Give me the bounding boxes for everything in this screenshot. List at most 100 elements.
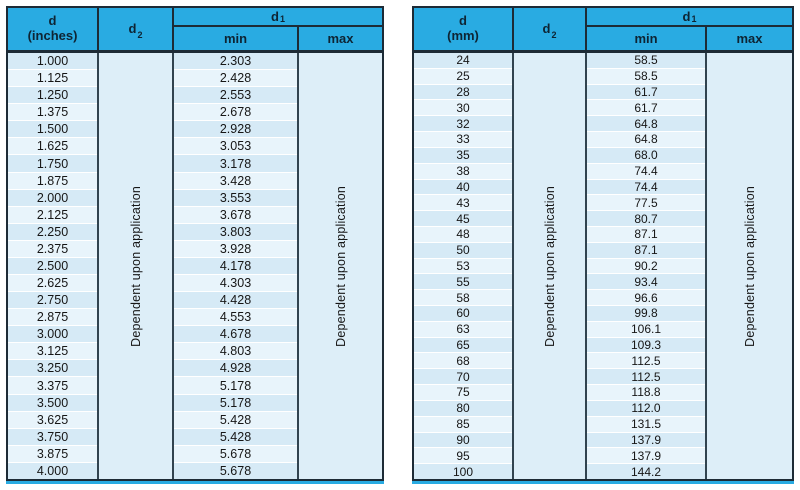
table-cell-d: 3.250 — [8, 360, 97, 378]
table-cell-min: 74.4 — [587, 179, 705, 196]
column-d2-merged-cell: Dependent upon application — [99, 53, 174, 479]
table-cell-min: 5.178 — [174, 394, 297, 412]
table-cell-d: 58 — [414, 290, 512, 306]
table-cell-d: 95 — [414, 448, 512, 465]
table-cell-min: 77.5 — [587, 195, 705, 212]
table-cell-d: 90 — [414, 432, 512, 449]
table-cell-min: 99.8 — [587, 306, 705, 322]
table-cell-d: 3.500 — [8, 394, 97, 412]
table-cell-d: 1.375 — [8, 104, 97, 122]
table-cell-min: 2.928 — [174, 121, 297, 139]
table-cell-min: 2.428 — [174, 70, 297, 88]
table-cell-min: 90.2 — [587, 258, 705, 275]
table-cell-min: 87.1 — [587, 242, 705, 259]
table-cell-d: 100 — [414, 464, 512, 479]
table-cell-d: 1.875 — [8, 172, 97, 190]
table-cell-d: 70 — [414, 369, 512, 386]
table-cell-min: 4.928 — [174, 360, 297, 378]
max-note-vertical-text: Dependent upon application — [333, 185, 348, 347]
table-cell-d: 2.000 — [8, 189, 97, 207]
table-cell-min: 5.428 — [174, 428, 297, 446]
table-cell-min: 61.7 — [587, 84, 705, 101]
d1-base: d — [271, 9, 279, 24]
table-cell-min: 137.9 — [587, 448, 705, 465]
table-cell-d: 2.500 — [8, 257, 97, 276]
table-cell-d: 3.000 — [8, 326, 97, 344]
table-cell-min: 3.428 — [174, 172, 297, 190]
table-cell-d: 3.750 — [8, 428, 97, 446]
table-cell-min: 2.553 — [174, 87, 297, 105]
table-cell-min: 4.553 — [174, 309, 297, 327]
column-d1-min: 2.303 2.428 2.553 2.678 2.928 3.053 3.178 3.428… — [174, 53, 299, 479]
d2-note-vertical-text: Dependent upon application — [542, 185, 557, 347]
table-cell-min: 131.5 — [587, 416, 705, 433]
d2-base: d — [128, 20, 137, 36]
table-cell-d: 30 — [414, 100, 512, 117]
table-cell-d: 28 — [414, 84, 512, 101]
table-cell-min: 5.428 — [174, 411, 297, 429]
column-d1-max-merged-cell: Dependent upon application — [299, 53, 382, 479]
column-d1-max-merged-cell: Dependent upon application — [707, 53, 792, 479]
d1-base: d — [682, 9, 691, 24]
table-cell-d: 38 — [414, 163, 512, 180]
table-cell-min: 4.678 — [174, 326, 297, 344]
table-cell-d: 1.750 — [8, 155, 97, 173]
table-cell-min: 3.678 — [174, 206, 297, 224]
table-cell-d: 1.500 — [8, 121, 97, 139]
table-cell-min: 4.803 — [174, 343, 297, 361]
table-cell-min: 3.803 — [174, 223, 297, 241]
table-cell-min: 58.5 — [587, 53, 705, 69]
table-cell-d: 2.625 — [8, 275, 97, 293]
table-cell-d: 32 — [414, 116, 512, 133]
table-cell-min: 3.553 — [174, 189, 297, 207]
table-cell-min: 106.1 — [587, 321, 705, 338]
table-cell-d: 33 — [414, 132, 512, 148]
d2-note-vertical-text: Dependent upon application — [128, 185, 143, 347]
table-cell-d: 53 — [414, 258, 512, 275]
table-cell-min: 68.0 — [587, 147, 705, 164]
table-cell-d: 60 — [414, 306, 512, 322]
header-minmax-row: min max — [587, 27, 792, 50]
table-cell-min: 87.1 — [587, 226, 705, 243]
header-d-label: d — [459, 13, 467, 29]
table-cell-min: 64.8 — [587, 116, 705, 133]
table-cell-min: 5.678 — [174, 445, 297, 463]
header-min: min — [587, 27, 707, 50]
table-mm-body: 24 25 28 30 32 33 35 38 40 43 45 48 50 53 55 58 60 63 65 68… — [414, 53, 792, 479]
table-cell-d: 40 — [414, 179, 512, 196]
table-cell-min: 112.5 — [587, 353, 705, 370]
header-d2: d2 — [99, 8, 174, 50]
table-cell-min: 5.678 — [174, 462, 297, 479]
table-cell-d: 1.250 — [8, 87, 97, 105]
header-d-unit: (mm) — [447, 28, 479, 43]
table-cell-d: 68 — [414, 353, 512, 370]
d2-subscript: 2 — [551, 30, 557, 41]
table-cell-min: 112.5 — [587, 369, 705, 386]
header-d-unit: (inches) — [27, 28, 78, 43]
table-cell-min: 96.6 — [587, 290, 705, 306]
table-cell-d: 3.875 — [8, 445, 97, 463]
column-d2-merged-cell: Dependent upon application — [514, 53, 587, 479]
d2-subscript: 2 — [137, 30, 143, 41]
table-cell-d: 63 — [414, 321, 512, 338]
table-cell-min: 112.0 — [587, 400, 705, 417]
table-cell-min: 4.303 — [174, 275, 297, 293]
d2-base: d — [542, 20, 551, 36]
header-max: max — [327, 31, 354, 46]
table-cell-min: 64.8 — [587, 132, 705, 148]
table-cell-d: 2.875 — [8, 309, 97, 327]
table-cell-d: 80 — [414, 400, 512, 417]
table-cell-min: 74.4 — [587, 163, 705, 180]
header-d2-label: d2 — [542, 20, 557, 41]
table-cell-min: 118.8 — [587, 385, 705, 401]
header-d-mm: d (mm) — [414, 8, 514, 50]
column-d-inches: 1.000 1.125 1.250 1.375 1.500 1.625 1.750 1.875… — [8, 53, 99, 479]
table-cell-min: 61.7 — [587, 100, 705, 117]
header-min: min — [174, 27, 299, 50]
table-cell-min: 3.178 — [174, 155, 297, 173]
